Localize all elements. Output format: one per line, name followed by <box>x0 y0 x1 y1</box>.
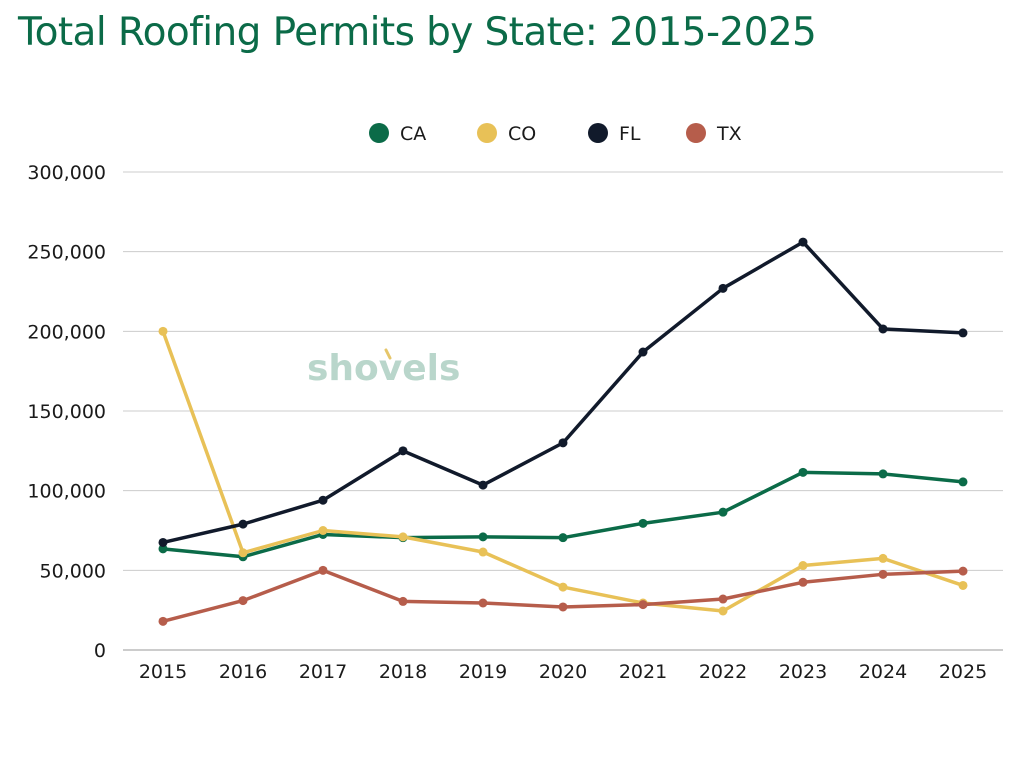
x-tick-label: 2024 <box>859 661 907 683</box>
x-tick-label: 2020 <box>539 661 587 683</box>
legend-marker-ca <box>369 123 389 143</box>
legend-label-fl: FL <box>619 123 641 145</box>
data-point-tx <box>878 569 888 579</box>
data-point-co <box>318 526 328 535</box>
legend-label-tx: TX <box>716 123 742 145</box>
data-point-co <box>798 561 808 571</box>
x-tick-label: 2022 <box>699 661 747 683</box>
legend-label-ca: CA <box>400 123 426 145</box>
data-point-fl <box>478 480 488 490</box>
data-point-co <box>398 532 408 542</box>
series-lines <box>158 237 968 626</box>
data-point-co <box>238 548 248 558</box>
series-line-ca <box>161 470 965 559</box>
data-point-ca <box>878 469 888 479</box>
data-point-tx <box>398 596 408 606</box>
data-point-co <box>718 606 728 616</box>
data-point-fl <box>878 324 888 334</box>
data-point-fl <box>718 283 728 293</box>
data-point-fl <box>798 237 808 247</box>
data-point-co <box>158 326 168 336</box>
data-point-fl <box>558 438 568 448</box>
y-tick-label: 200,000 <box>27 321 106 343</box>
data-point-fl <box>398 446 408 456</box>
data-point-ca <box>958 477 968 487</box>
data-point-ca <box>478 532 488 542</box>
x-tick-label: 2016 <box>219 661 267 683</box>
data-point-ca <box>558 533 568 543</box>
data-point-ca <box>638 518 648 528</box>
data-point-tx <box>318 565 328 575</box>
shovels-watermark: shovels <box>307 348 460 389</box>
x-tick-label: 2018 <box>379 661 427 683</box>
x-tick-label: 2025 <box>939 661 987 683</box>
data-point-ca <box>718 507 728 517</box>
data-point-fl <box>238 519 248 529</box>
data-point-tx <box>958 566 968 576</box>
data-point-tx <box>718 594 728 604</box>
data-point-fl <box>638 347 648 357</box>
watermark-text: shovels <box>307 348 460 389</box>
data-point-tx <box>798 577 808 587</box>
data-point-tx <box>238 596 248 606</box>
y-axis-tick-labels: 0 50,000 100,000 150,000 200,000 250,000 300,0… <box>27 162 106 662</box>
y-tick-label: 250,000 <box>27 242 106 264</box>
data-point-ca <box>158 544 168 554</box>
data-point-tx <box>478 598 488 608</box>
legend-label-co: CO <box>508 123 536 145</box>
legend-marker-tx <box>686 123 706 143</box>
x-axis-tick-labels: 2015 2016 2017 2018 2019 2020 2021 2022 2023 2024… <box>139 661 987 683</box>
series-line-fl <box>161 240 965 545</box>
x-tick-label: 2019 <box>459 661 507 683</box>
data-point-co <box>878 553 888 563</box>
y-tick-label: 50,000 <box>40 560 106 582</box>
data-point-tx <box>638 600 648 610</box>
data-point-fl <box>318 495 328 505</box>
data-point-fl <box>958 328 968 338</box>
y-tick-label: 0 <box>94 640 106 662</box>
data-point-co <box>958 580 968 590</box>
legend: CA CO FL TX <box>369 123 742 145</box>
watermark-accent <box>384 348 392 360</box>
chart-title: Total Roofing Permits by State: 2015-202… <box>18 10 817 55</box>
legend-marker-fl <box>588 123 608 143</box>
data-point-co <box>558 582 568 592</box>
y-tick-label: 150,000 <box>27 401 106 423</box>
x-tick-label: 2015 <box>139 661 187 683</box>
y-tick-label: 300,000 <box>27 162 106 184</box>
legend-marker-co <box>477 123 497 143</box>
gridlines <box>123 171 1003 651</box>
series-line-tx <box>161 568 965 624</box>
y-tick-label: 100,000 <box>27 481 106 503</box>
data-point-co <box>478 547 488 557</box>
x-tick-label: 2017 <box>299 661 347 683</box>
data-point-fl <box>158 537 168 547</box>
series-line-co <box>161 329 965 613</box>
x-tick-label: 2023 <box>779 661 827 683</box>
data-point-tx <box>558 602 568 612</box>
x-tick-label: 2021 <box>619 661 667 683</box>
data-point-ca <box>798 467 808 477</box>
data-point-tx <box>158 616 168 626</box>
